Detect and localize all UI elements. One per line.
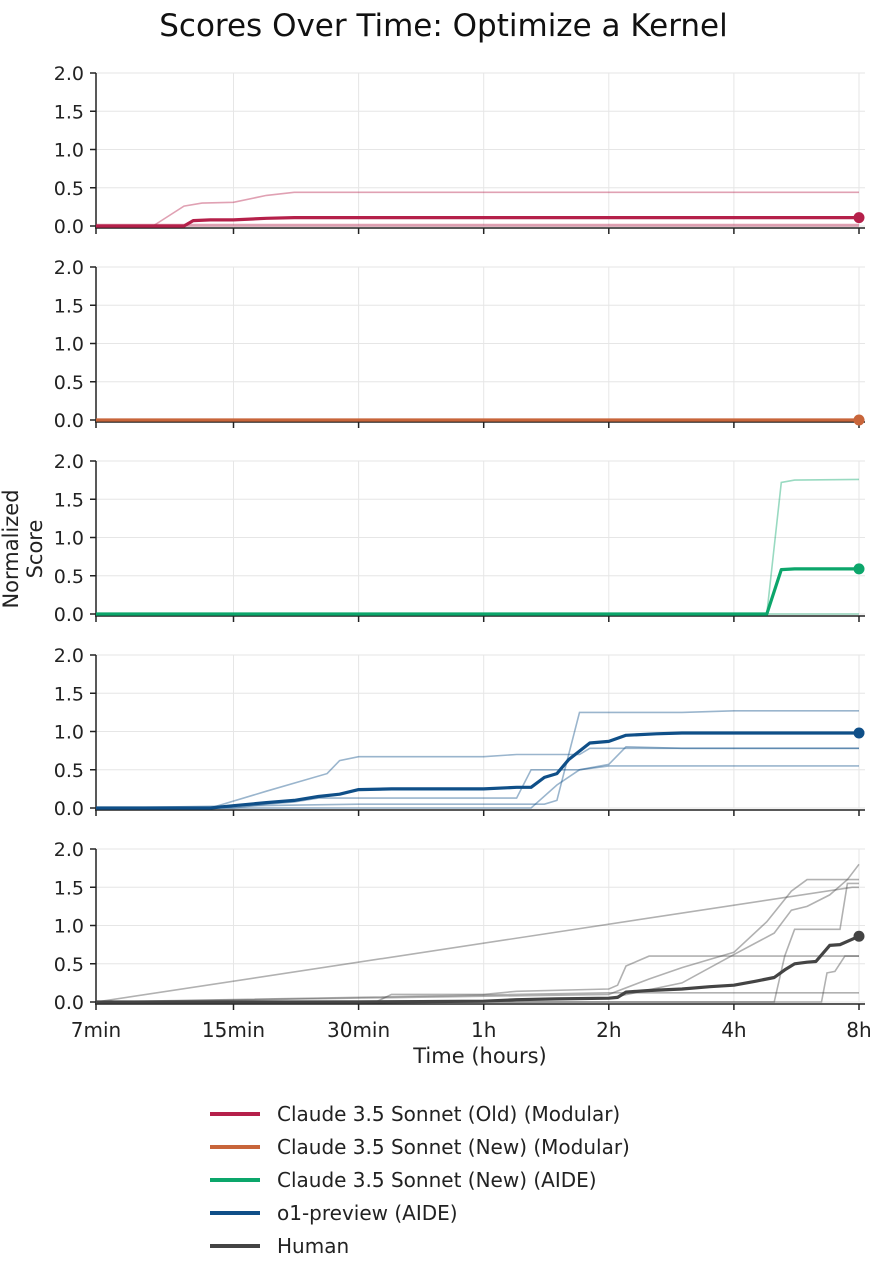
legend-item: o1-preview (AIDE) <box>210 1196 630 1229</box>
y-tick-label: 2.0 <box>54 645 84 667</box>
run-line <box>95 863 860 1003</box>
y-tick-label: 1.0 <box>54 334 84 356</box>
chart-title: Scores Over Time: Optimize a Kernel <box>159 8 728 44</box>
y-tick-label: 0.5 <box>54 178 84 200</box>
run-line <box>95 886 859 1003</box>
y-tick-label: 1.0 <box>54 722 84 744</box>
y-tick-label: 2.0 <box>54 451 84 473</box>
x-tick-label: 8h <box>846 1018 871 1040</box>
run-line <box>96 955 859 1003</box>
run-line <box>96 955 859 1003</box>
legend-item: Claude 3.5 Sonnet (New) (AIDE) <box>210 1163 630 1196</box>
y-tick-label: 0.0 <box>54 410 84 432</box>
x-tick-label: 4h <box>721 1018 746 1040</box>
legend-item: Claude 3.5 Sonnet (Old) (Modular) <box>210 1097 630 1130</box>
x-tick-label: 30min <box>327 1018 390 1040</box>
legend-label: o1-preview (AIDE) <box>277 1200 458 1225</box>
mean-endpoint <box>853 414 865 426</box>
mean-endpoint <box>853 212 865 224</box>
y-tick-label: 0.5 <box>54 760 84 782</box>
x-tick-label: 2h <box>596 1018 621 1040</box>
mean-line <box>96 216 859 228</box>
y-tick-label: 1.5 <box>54 489 84 511</box>
legend-label: Human <box>277 1233 350 1258</box>
y-tick-label: 0.5 <box>54 566 84 588</box>
mean-line <box>96 731 859 810</box>
legend-swatch <box>210 1243 260 1248</box>
y-tick-label: 1.5 <box>54 877 84 899</box>
run-line <box>96 882 859 1003</box>
legend-label: Claude 3.5 Sonnet (New) (Modular) <box>277 1134 630 1159</box>
x-tick-label: 15min <box>202 1018 265 1040</box>
y-tick-label: 0.5 <box>54 372 84 394</box>
y-tick-label: 1.0 <box>54 528 84 550</box>
legend-swatch <box>210 1144 260 1149</box>
y-tick-label: 1.0 <box>54 140 84 162</box>
y-tick-label: 2.0 <box>54 839 84 861</box>
legend: Claude 3.5 Sonnet (Old) (Modular) Claude… <box>210 1097 630 1262</box>
y-axis-label: Normalized Score <box>0 489 47 609</box>
x-tick-label: 1h <box>471 1018 496 1040</box>
y-tick-label: 1.5 <box>54 101 84 123</box>
mean-line <box>96 567 859 616</box>
legend-swatch <box>210 1111 260 1116</box>
run-line <box>96 191 859 227</box>
run-line <box>95 709 859 809</box>
run-line <box>96 765 859 809</box>
y-tick-label: 0.5 <box>54 954 84 976</box>
legend-label: Claude 3.5 Sonnet (Old) (Modular) <box>277 1101 621 1126</box>
x-tick-label: 7min <box>71 1018 121 1040</box>
mean-endpoint <box>853 727 865 739</box>
mean-endpoint <box>853 930 865 942</box>
y-tick-label: 1.0 <box>54 916 84 938</box>
chart-figure: 0.0 0.5 1.0 1.5 2.0 0.0 0.5 1.0 1.5 2.0 0.0 0.5 1.0 1… <box>54 63 872 1040</box>
y-tick-label: 1.5 <box>54 683 84 705</box>
legend-swatch <box>210 1177 260 1182</box>
legend-item: Human <box>210 1229 630 1262</box>
y-tick-label: 2.0 <box>54 63 84 85</box>
y-tick-label: 1.5 <box>54 295 84 317</box>
x-axis-label: Time (hours) <box>413 1044 547 1068</box>
mean-line <box>96 934 860 1004</box>
legend-label: Claude 3.5 Sonnet (New) (AIDE) <box>277 1167 597 1192</box>
run-line <box>95 991 859 1003</box>
y-tick-label: 0.0 <box>54 992 84 1014</box>
mean-endpoint <box>853 563 865 575</box>
y-tick-label: 0.0 <box>54 604 84 626</box>
legend-swatch <box>210 1210 260 1215</box>
run-line <box>96 745 859 809</box>
legend-item: Claude 3.5 Sonnet (New) (Modular) <box>210 1130 630 1163</box>
y-tick-label: 0.0 <box>54 216 84 238</box>
y-tick-label: 2.0 <box>54 257 84 279</box>
run-line <box>95 878 859 1003</box>
run-line <box>96 747 859 809</box>
y-tick-label: 0.0 <box>54 798 84 820</box>
